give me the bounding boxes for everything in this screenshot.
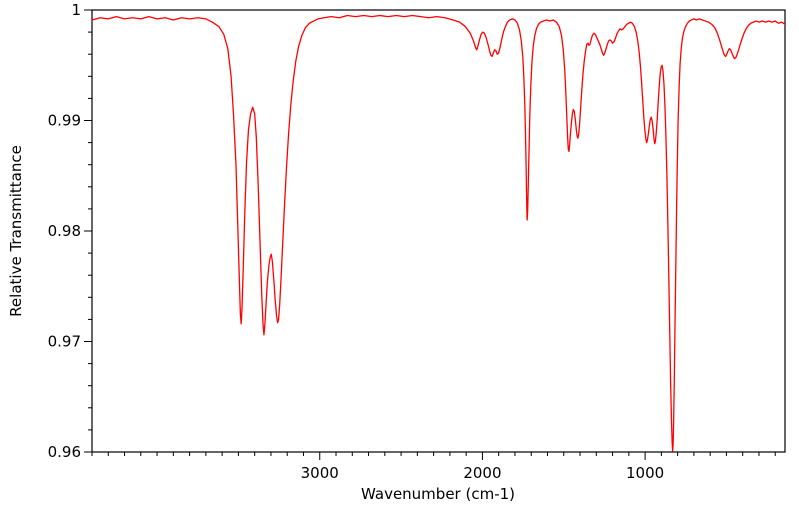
svg-text:0.98: 0.98 (48, 222, 81, 240)
tick-labels: 3000 2000 1000 0.96 0.97 0.98 0.99 1 (48, 1, 665, 482)
svg-text:1000: 1000 (626, 464, 664, 482)
plot-frame (91, 9, 786, 453)
svg-text:0.96: 0.96 (48, 443, 81, 461)
svg-text:3000: 3000 (301, 464, 339, 482)
svg-text:0.97: 0.97 (48, 333, 81, 351)
y-axis-ticks (84, 9, 92, 453)
svg-text:2000: 2000 (463, 464, 501, 482)
spectrum-line (91, 14, 786, 452)
x-axis-ticks (91, 452, 776, 460)
svg-text:1: 1 (71, 1, 81, 19)
x-axis-label: Wavenumber (cm-1) (361, 485, 515, 503)
y-axis-label: Relative Transmittance (7, 145, 25, 317)
svg-text:0.99: 0.99 (48, 112, 81, 130)
